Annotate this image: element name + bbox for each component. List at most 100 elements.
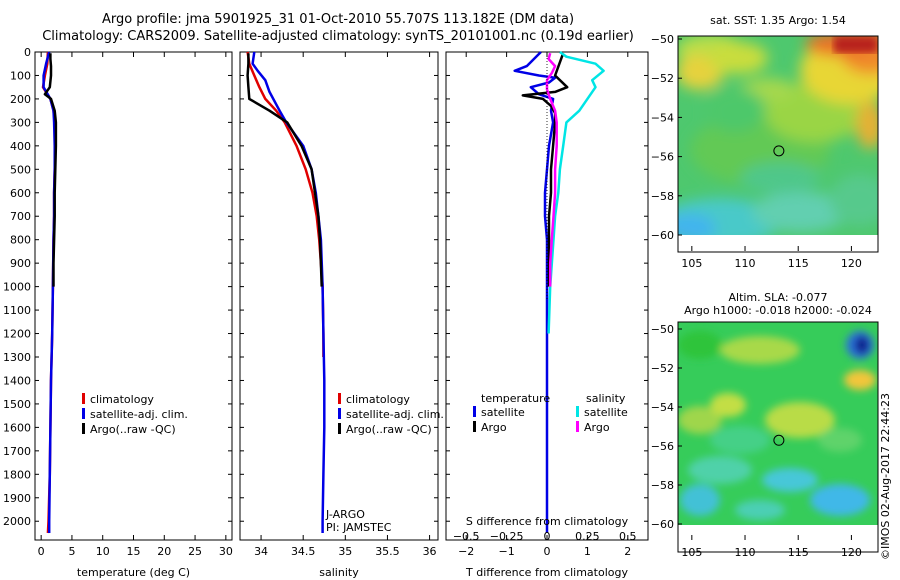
temp-series-line-2 <box>42 51 56 533</box>
sst-map-image <box>678 36 878 235</box>
diff-series-line-4 <box>545 52 558 287</box>
depth-tick-label: 100 <box>10 69 31 82</box>
sal-legend-label: satellite-adj. clim. <box>346 408 444 421</box>
salinity-diff-axis-label: S difference from climatology <box>466 515 629 528</box>
diff-legend-swatch <box>473 406 476 417</box>
map-lat-tick-label: −50 <box>651 323 674 336</box>
diff-x-axis-label: T difference from climatology <box>465 566 628 579</box>
temp-series-line-3 <box>43 53 58 287</box>
temp-x-tick-label: 0 <box>38 545 45 558</box>
map-lon-tick-label: 115 <box>788 257 809 270</box>
depth-tick-label: 1500 <box>3 398 31 411</box>
depth-tick-label: 1700 <box>3 445 31 458</box>
map-lon-tick-label: 105 <box>681 546 702 559</box>
depth-tick-label: 1900 <box>3 492 31 505</box>
map-lat-tick-label: −52 <box>651 72 674 85</box>
sal-legend-swatch <box>338 393 341 404</box>
salinity-diff-tick-label: 0.5 <box>619 530 637 543</box>
diff-legend-label: satellite <box>481 406 525 419</box>
depth-tick-label: 0 <box>24 46 31 59</box>
map-lon-tick-label: 110 <box>735 257 756 270</box>
salinity-diff-tick-label: −0.25 <box>490 530 524 543</box>
map-lat-tick-label: −54 <box>651 111 674 124</box>
map-lon-tick-label: 105 <box>681 257 702 270</box>
temp-x-tick-label: 15 <box>127 545 141 558</box>
sla-map-title-line-1: Altim. SLA: -0.077 <box>728 291 828 304</box>
temp-x-tick-label: 10 <box>96 545 110 558</box>
sal-legend-label: Argo(..raw -QC) <box>346 423 432 436</box>
temp-legend-swatch <box>82 393 85 404</box>
sal-x-tick-label: 36 <box>423 545 437 558</box>
map-lat-tick-label: −54 <box>651 401 674 414</box>
temp-x-tick-label: 25 <box>188 545 202 558</box>
depth-tick-label: 2000 <box>3 515 31 528</box>
sal-x-tick-label: 35.5 <box>375 545 400 558</box>
sst-map: 105 110 115 120 −50 −52 −54 −56 −58 −60 <box>651 33 879 270</box>
depth-tick-label: 500 <box>10 163 31 176</box>
temp-x-axis-label: temperature (deg C) <box>77 566 190 579</box>
map-lat-tick-label: −56 <box>651 440 674 453</box>
sal-series-line-3 <box>246 53 323 287</box>
legend-header-salinity: salinity <box>586 392 626 405</box>
sla-map-axes: 105 110 115 120 −50 −52 −54 −56 −58 −60 <box>651 323 862 559</box>
diff-series-line-3 <box>547 50 605 334</box>
salinity-panel: 34 34.5 35 35.5 36 salinity climatology satelli… <box>239 51 444 579</box>
sal-legend-swatch <box>338 423 341 434</box>
sla-map-frame <box>677 321 879 553</box>
map-lon-tick-label: 110 <box>735 546 756 559</box>
map-lon-tick-label: 120 <box>841 257 862 270</box>
figure-title-line-2: Climatology: CARS2009. Satellite-adjuste… <box>42 29 634 44</box>
diff-x-tick-label: −1 <box>498 545 514 558</box>
sal-legend-swatch <box>338 408 341 419</box>
difference-panel: −2 −1 0 1 2 T difference from climatology S di… <box>445 50 649 579</box>
temp-legend-label: satellite-adj. clim. <box>90 408 188 421</box>
float-program-label: J-ARGO <box>325 508 365 521</box>
map-lat-tick-label: −60 <box>651 518 674 531</box>
diff-legend-label: Argo <box>584 421 610 434</box>
figure-title-line-1: Argo profile: jma 5901925_31 01-Oct-2010… <box>101 12 575 27</box>
sla-map: 105 110 115 120 −50 −52 −54 −56 −58 −60 <box>651 321 879 559</box>
map-lat-tick-label: −60 <box>651 229 674 242</box>
temp-x-tick-label: 20 <box>157 545 171 558</box>
diff-legend-swatch <box>576 421 579 432</box>
depth-tick-label: 700 <box>10 210 31 223</box>
depth-tick-label: 1200 <box>3 328 31 341</box>
diff-legend-label: satellite <box>584 406 628 419</box>
sal-plot-frame <box>239 51 439 541</box>
diff-x-tick-label: 0 <box>544 545 551 558</box>
depth-tick-label: 1800 <box>3 468 31 481</box>
map-lat-tick-label: −52 <box>651 362 674 375</box>
depth-tick-label: 900 <box>10 257 31 270</box>
sla-float-marker <box>773 434 785 446</box>
map-lon-tick-label: 115 <box>788 546 809 559</box>
salinity-diff-tick-label: 0.25 <box>575 530 600 543</box>
sal-x-tick-label: 34.5 <box>291 545 316 558</box>
map-lat-tick-label: −56 <box>651 151 674 164</box>
temp-legend-label: climatology <box>90 393 154 406</box>
temp-x-tick-label: 30 <box>219 545 233 558</box>
diff-x-tick-label: 2 <box>624 545 631 558</box>
diff-legend-swatch <box>576 406 579 417</box>
temp-plot-frame <box>34 51 233 541</box>
depth-tick-label: 1000 <box>3 281 31 294</box>
temp-legend-label: Argo(..raw -QC) <box>90 423 176 436</box>
temp-legend-swatch <box>82 408 85 419</box>
sal-x-tick-label: 35 <box>338 545 352 558</box>
sla-map-image <box>678 322 878 525</box>
depth-tick-label: 1600 <box>3 421 31 434</box>
temperature-panel: 0 5 10 15 20 25 300100200300400500600700800900… <box>3 46 233 579</box>
sst-map-axes: 105 110 115 120 −50 −52 −54 −56 −58 −60 <box>651 33 862 270</box>
diff-x-tick-label: −2 <box>458 545 474 558</box>
salinity-diff-tick-label: 0 <box>544 530 551 543</box>
map-lat-tick-label: −58 <box>651 190 674 203</box>
sal-series-line-1 <box>246 51 325 357</box>
sst-map-frame <box>677 35 879 253</box>
depth-tick-label: 1100 <box>3 304 31 317</box>
map-lon-tick-label: 120 <box>841 546 862 559</box>
map-lat-tick-label: −58 <box>651 479 674 492</box>
depth-tick-label: 600 <box>10 187 31 200</box>
sal-x-axis-label: salinity <box>319 566 359 579</box>
temp-x-tick-label: 5 <box>68 545 75 558</box>
sal-legend-label: climatology <box>346 393 410 406</box>
